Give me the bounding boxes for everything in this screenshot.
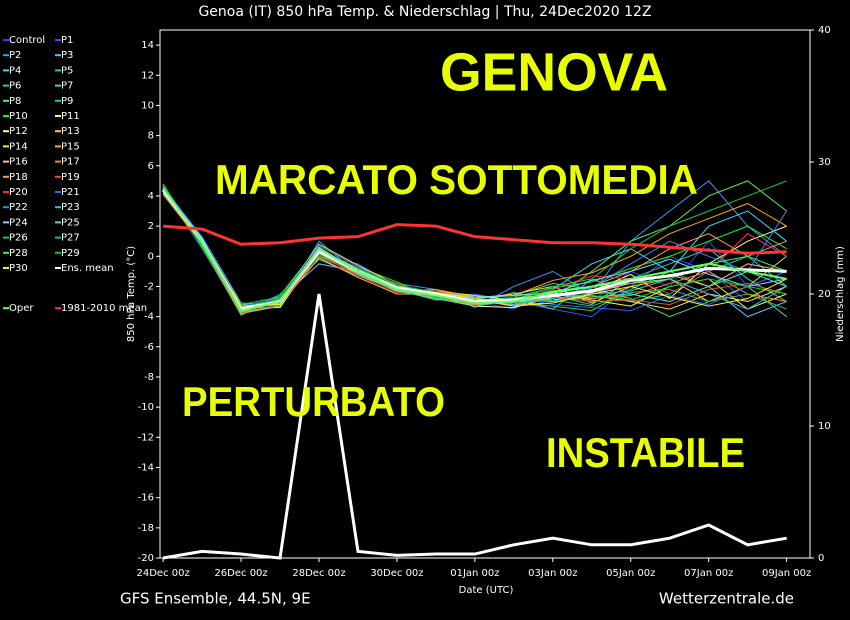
y-tick-label: -18	[138, 523, 154, 534]
y-tick-label: 2	[148, 221, 154, 232]
y-tick-label: -6	[144, 342, 154, 353]
plot-area	[161, 180, 788, 560]
y-tick-label: 4	[148, 191, 154, 202]
y2-tick-label: 40	[818, 25, 831, 36]
y2-tick-label: 20	[818, 289, 831, 300]
y-tick-label: 12	[141, 70, 154, 81]
legend-label: P6	[9, 81, 21, 92]
series-line	[162, 189, 787, 313]
legend-label: P27	[61, 233, 80, 244]
legend-label: P4	[9, 65, 21, 76]
series-line	[162, 293, 787, 560]
legend-label: P9	[61, 96, 73, 107]
legend-label: P23	[61, 202, 80, 213]
y-tick-label: 6	[148, 161, 154, 172]
legend-label: P13	[61, 126, 80, 137]
legend-label: P8	[9, 96, 21, 107]
y-tick-label: -14	[138, 462, 154, 473]
x-tick-label: 28Dec 00z	[292, 568, 345, 579]
y-tick-label: 14	[141, 40, 154, 51]
chart-title: Genoa (IT) 850 hPa Temp. & Niederschlag …	[198, 4, 651, 20]
legend-label: P16	[9, 157, 28, 168]
y-axis-label: 850 hPa Temp. (°C)	[126, 246, 137, 342]
x-tick-label: 26Dec 00z	[214, 568, 267, 579]
series-line	[163, 223, 787, 255]
y2-tick-label: 0	[818, 553, 824, 564]
legend-label: P21	[61, 187, 80, 198]
series-line	[162, 189, 787, 318]
legend-label: P30	[9, 263, 28, 274]
legend-label: P14	[9, 141, 28, 152]
legend-label: P10	[9, 111, 28, 122]
legend-label: P24	[9, 217, 28, 228]
legend-label: P20	[9, 187, 28, 198]
plot-frame	[159, 29, 811, 559]
annotation: INSTABILE	[546, 429, 745, 476]
legend-label: P22	[9, 202, 28, 213]
x-tick-label: 30Dec 00z	[370, 568, 423, 579]
series-line	[162, 192, 787, 310]
footer-site: Wetterzentrale.de	[659, 590, 794, 608]
legend-label: P3	[61, 50, 73, 61]
x-tick-label: 09Jan 00z	[762, 568, 811, 579]
legend-label: P7	[61, 81, 73, 92]
legend-label: P28	[9, 248, 28, 259]
footer-source: GFS Ensemble, 44.5N, 9E	[120, 590, 311, 608]
y-tick-label: -12	[138, 432, 154, 443]
x-tick-label: 01Jan 00z	[450, 568, 499, 579]
y-tick-label: -16	[138, 493, 154, 504]
legend-label: P26	[9, 233, 28, 244]
y-tick-label: -4	[144, 312, 154, 323]
legend-label: P12	[9, 126, 28, 137]
legend-label: P18	[9, 172, 28, 183]
annotation: MARCATO SOTTOMEDIA	[215, 156, 698, 203]
y-tick-label: -20	[138, 553, 154, 564]
x-tick-label: 07Jan 00z	[684, 568, 733, 579]
series-line	[162, 185, 787, 309]
annotation: PERTURBATO	[182, 378, 445, 425]
y-tick-label: -10	[138, 402, 154, 413]
series-line	[162, 194, 787, 309]
y-tick-label: -8	[144, 372, 154, 383]
legend-label: Ens. mean	[61, 263, 114, 274]
legend-label: Oper	[9, 303, 34, 314]
series-line	[162, 192, 787, 310]
y2-tick-label: 30	[818, 157, 831, 168]
series-line	[162, 187, 787, 312]
legend-label: P5	[61, 65, 73, 76]
legend-label: 1981-2010 mean	[61, 303, 147, 314]
legend-label: P15	[61, 141, 80, 152]
legend-label: P1	[61, 35, 73, 46]
x-tick-label: 05Jan 00z	[606, 568, 655, 579]
y-tick-label: -2	[144, 281, 154, 292]
y-tick-label: 8	[148, 131, 154, 142]
x-axis-label: Date (UTC)	[459, 585, 514, 596]
series-line	[162, 188, 787, 306]
legend-label: P25	[61, 217, 80, 228]
x-tick-label: 03Jan 00z	[528, 568, 577, 579]
legend-label: P29	[61, 248, 80, 259]
y-tick-label: 0	[148, 251, 154, 262]
legend-label: Control	[9, 35, 45, 46]
y-tick-label: 10	[141, 100, 154, 111]
series-line	[162, 192, 787, 310]
legend-label: P11	[61, 111, 80, 122]
legend-label: P19	[61, 172, 80, 183]
legend-label: P2	[9, 50, 21, 61]
y2-axis-label: Niederschlag (mm)	[835, 246, 846, 342]
legend-label: P17	[61, 157, 80, 168]
x-tick-label: 24Dec 00z	[137, 568, 190, 579]
y2-tick-label: 10	[818, 421, 831, 432]
annotation: GENOVA	[440, 42, 668, 102]
